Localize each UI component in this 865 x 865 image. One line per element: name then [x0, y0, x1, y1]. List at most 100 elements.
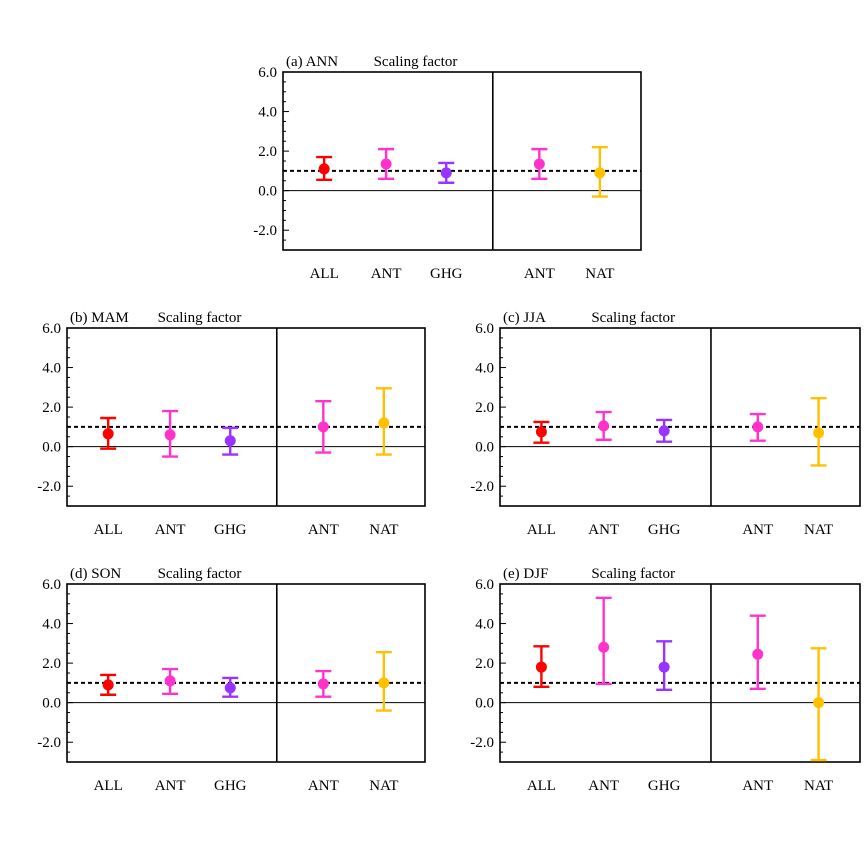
errorbar-ant — [595, 596, 612, 686]
errorbar-all — [100, 673, 117, 696]
panel-title: Scaling factor — [374, 54, 458, 70]
errorbar-ant — [162, 667, 179, 695]
best-estimate-point — [318, 163, 330, 175]
x-category-label: GHG — [648, 522, 681, 538]
x-category-label: ALL — [94, 778, 123, 794]
errorbar-nat — [375, 387, 392, 456]
y-tick-label: -2.0 — [253, 223, 277, 239]
y-tick-label: 0.0 — [42, 440, 61, 456]
y-tick-label: 4.0 — [258, 105, 277, 121]
x-category-label: NAT — [369, 522, 398, 538]
panel-son: 6.0 4.0 2.0 0.0 -2.0 (d) SON Scaling factor ALL… — [37, 566, 426, 794]
best-estimate-point — [598, 420, 610, 432]
errorbar-all — [533, 420, 550, 444]
x-category-label: GHG — [648, 778, 681, 794]
best-estimate-point — [533, 158, 545, 170]
plot-frame — [499, 583, 861, 763]
panel-label: (c) JJA — [503, 310, 546, 326]
errorbar-ghg — [656, 640, 673, 692]
y-tick-label: -2.0 — [37, 735, 61, 751]
best-estimate-point — [317, 421, 329, 433]
best-estimate-point — [598, 641, 610, 653]
errorbar-ant — [749, 412, 766, 442]
best-estimate-point — [224, 682, 236, 694]
panel-djf: 6.0 4.0 2.0 0.0 -2.0 (e) DJF Scaling factor ALL… — [470, 566, 861, 794]
panel-title: Scaling factor — [158, 566, 242, 582]
errorbar-ant — [315, 399, 332, 454]
x-category-label: ALL — [94, 522, 123, 538]
x-category-label: ANT — [588, 778, 619, 794]
y-tick-label: 4.0 — [42, 361, 61, 377]
y-tick-label: 0.0 — [475, 696, 494, 712]
best-estimate-point — [535, 661, 547, 673]
x-category-label: ANT — [308, 522, 339, 538]
panel-title: Scaling factor — [158, 310, 242, 326]
x-category-label: NAT — [804, 522, 833, 538]
y-tick-label: 0.0 — [42, 696, 61, 712]
x-category-label: NAT — [369, 778, 398, 794]
best-estimate-point — [380, 158, 392, 170]
y-tick-label: 2.0 — [42, 400, 61, 416]
plot-frame — [66, 583, 426, 763]
best-estimate-point — [813, 427, 825, 439]
x-category-label: ANT — [588, 522, 619, 538]
y-tick-label: 4.0 — [475, 617, 494, 633]
x-category-label: ANT — [155, 522, 186, 538]
best-estimate-point — [164, 675, 176, 687]
errorbar-nat — [591, 145, 608, 198]
best-estimate-point — [378, 677, 390, 689]
panel-label: (a) ANN — [286, 54, 338, 70]
best-estimate-point — [224, 435, 236, 447]
errorbar-ghg — [222, 426, 239, 456]
errorbar-ghg — [222, 676, 239, 698]
errorbar-all — [533, 645, 550, 689]
best-estimate-point — [658, 425, 670, 437]
x-category-label: ALL — [527, 522, 556, 538]
errorbar-nat — [375, 651, 392, 712]
x-category-label: NAT — [804, 778, 833, 794]
best-estimate-point — [164, 429, 176, 441]
errorbar-nat — [810, 397, 827, 467]
y-tick-label: 0.0 — [475, 440, 494, 456]
errorbar-ant — [595, 410, 612, 441]
panel-title: Scaling factor — [591, 566, 675, 582]
panel-jja: 6.0 4.0 2.0 0.0 -2.0 (c) JJA Scaling factor ALL… — [470, 310, 861, 538]
y-tick-label: 2.0 — [258, 144, 277, 160]
y-tick-label: 2.0 — [475, 400, 494, 416]
x-category-label: ALL — [310, 266, 339, 282]
errorbar-ant — [378, 147, 395, 181]
y-tick-label: -2.0 — [37, 479, 61, 495]
x-category-label: ANT — [371, 266, 402, 282]
best-estimate-point — [378, 417, 390, 429]
plot-frame — [282, 71, 642, 251]
y-tick-label: 2.0 — [42, 656, 61, 672]
y-tick-label: 2.0 — [475, 656, 494, 672]
y-tick-label: 6.0 — [42, 577, 61, 593]
best-estimate-point — [752, 648, 764, 660]
panel-label: (d) SON — [70, 566, 121, 582]
x-category-label: GHG — [214, 522, 247, 538]
best-estimate-point — [658, 661, 670, 673]
y-tick-label: 6.0 — [475, 577, 494, 593]
best-estimate-point — [440, 167, 452, 179]
panel-ann: 6.0 4.0 2.0 0.0 -2.0 (a) ANN Scaling factor ALL… — [253, 54, 642, 282]
errorbar-ant — [162, 409, 179, 458]
x-category-label: GHG — [430, 266, 463, 282]
best-estimate-point — [102, 428, 114, 440]
best-estimate-point — [752, 421, 764, 433]
y-tick-label: 4.0 — [475, 361, 494, 377]
best-estimate-point — [317, 678, 329, 690]
x-category-label: GHG — [214, 778, 247, 794]
panel-label: (b) MAM — [70, 310, 129, 326]
errorbar-ant — [749, 614, 766, 691]
errorbar-nat — [810, 647, 827, 762]
best-estimate-point — [594, 167, 606, 179]
errorbar-ant — [531, 147, 548, 181]
panel-label: (e) DJF — [503, 566, 548, 582]
plot-frame — [66, 327, 426, 507]
x-category-label: ANT — [742, 778, 773, 794]
panel-title: Scaling factor — [591, 310, 675, 326]
errorbar-all — [316, 155, 333, 181]
y-tick-label: 6.0 — [258, 65, 277, 81]
